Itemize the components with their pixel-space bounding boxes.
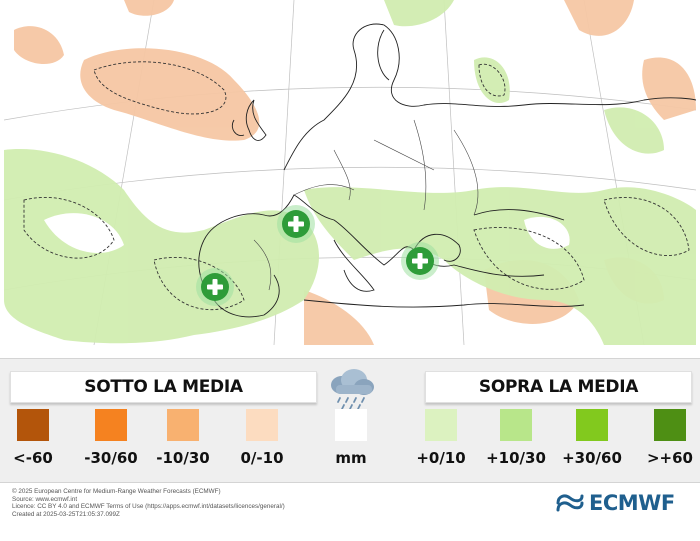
plus-marker xyxy=(401,242,439,280)
legend-swatch xyxy=(335,409,367,441)
legend-label: +0/10 xyxy=(416,449,466,467)
legend-swatch xyxy=(425,409,457,441)
legend-swatch xyxy=(95,409,127,441)
above-average-title: SOPRA LA MEDIA xyxy=(425,371,692,403)
precipitation-anomaly-map xyxy=(4,0,696,345)
below-average-title: SOTTO LA MEDIA xyxy=(10,371,317,403)
credits: © 2025 European Centre for Medium-Range … xyxy=(12,488,285,518)
dashed-contours xyxy=(23,61,690,311)
coastlines xyxy=(198,23,696,318)
plus-marker xyxy=(277,205,315,243)
credit-line: Source: www.ecmwf.int xyxy=(12,495,78,503)
legend-label: -10/30 xyxy=(156,449,210,467)
rain-cloud-icon xyxy=(331,369,374,410)
legend-label: +10/30 xyxy=(486,449,546,467)
legend-swatch xyxy=(576,409,608,441)
legend-swatch xyxy=(17,409,49,441)
marker-group xyxy=(196,205,439,306)
credit-line: Licence: CC BY 4.0 and ECMWF Terms of Us… xyxy=(12,503,285,511)
legend-swatch xyxy=(167,409,199,441)
ecmwf-logo: ECMWF xyxy=(555,488,690,518)
legend-label: mm xyxy=(335,449,367,467)
legend-swatch xyxy=(246,409,278,441)
credit-line: Created at 2025-03-25T21:05:37.099Z xyxy=(12,510,120,518)
brand-name: ECMWF xyxy=(589,491,675,515)
credit-line: © 2025 European Centre for Medium-Range … xyxy=(12,488,221,495)
legend-label: <-60 xyxy=(13,449,53,467)
legend-label: +30/60 xyxy=(562,449,622,467)
legend-swatch xyxy=(500,409,532,441)
legend-swatch xyxy=(654,409,686,441)
plus-marker xyxy=(196,268,234,306)
legend-label: 0/-10 xyxy=(240,449,284,467)
legend-label: >+60 xyxy=(646,449,693,467)
ecmwf-logo-icon xyxy=(556,494,584,512)
legend-panel: SOTTO LA MEDIA SOPRA LA MEDIA <-60 -30/60… xyxy=(0,358,700,483)
legend-label: -30/60 xyxy=(84,449,138,467)
